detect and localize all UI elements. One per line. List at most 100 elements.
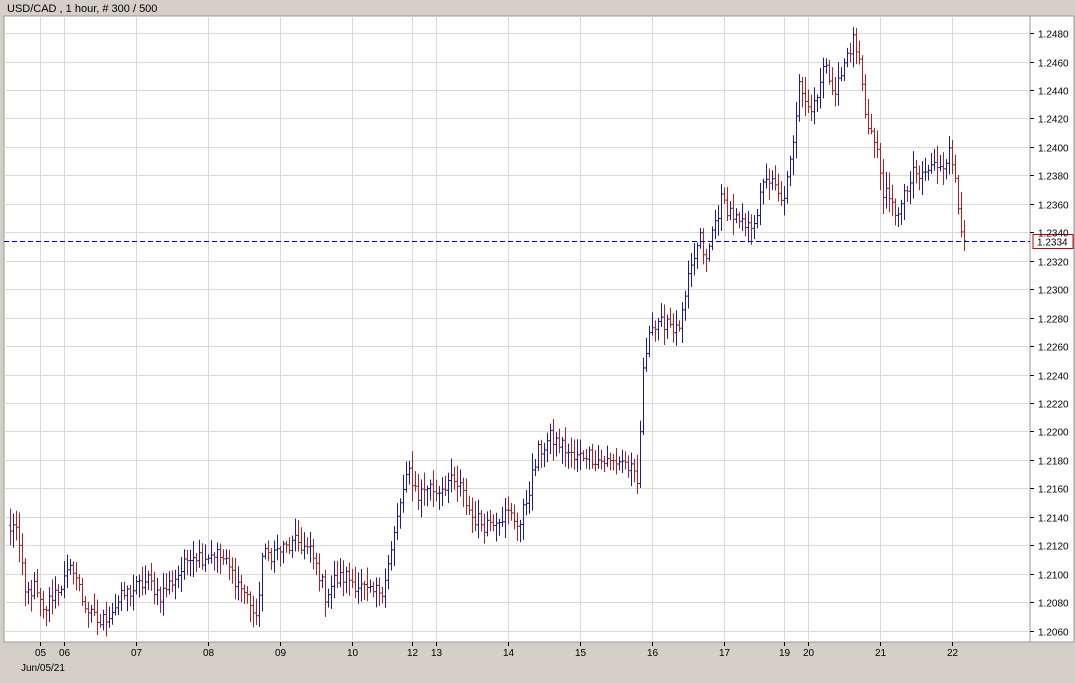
- ohlc-bar: [480, 509, 483, 532]
- ohlc-bar: [273, 540, 276, 573]
- price-axis: 1.2060 1.2080 1.2100 1.2120 1.2140 1.2160 1.21…: [1030, 30, 1069, 639]
- ohlc-bar: [528, 481, 531, 514]
- ohlc-bar: [570, 437, 573, 468]
- x-tick-label: 10: [347, 648, 359, 659]
- x-tick-label: 12: [407, 648, 419, 659]
- ohlc-bar: [900, 199, 903, 225]
- ohlc-bar: [558, 428, 561, 454]
- ohlc-bar: [21, 533, 24, 576]
- ohlc-bar: [588, 446, 591, 470]
- ohlc-bar: [279, 545, 282, 567]
- ohlc-bar: [294, 518, 297, 552]
- ohlc-bar: [225, 549, 228, 565]
- ohlc-bar: [909, 171, 912, 205]
- ohlc-bar: [150, 562, 153, 591]
- y-tick-label: 1.2080: [1038, 599, 1069, 610]
- ohlc-bar: [117, 595, 120, 616]
- ohlc-bar: [963, 220, 966, 252]
- ohlc-bar: [198, 539, 201, 568]
- ohlc-bar: [627, 455, 630, 478]
- ohlc-bar: [15, 510, 18, 541]
- ohlc-bar: [432, 470, 435, 508]
- ohlc-bar: [435, 479, 438, 502]
- ohlc-bar: [807, 89, 810, 113]
- ohlc-bar: [795, 101, 798, 159]
- ohlc-bar: [780, 181, 783, 206]
- y-tick-label: 1.2420: [1038, 115, 1069, 126]
- ohlc-bar: [735, 208, 738, 224]
- ohlc-bar: [774, 165, 777, 191]
- ohlc-bar: [126, 585, 129, 612]
- ohlc-bar: [360, 569, 363, 602]
- ohlc-bar: [258, 581, 261, 627]
- ohlc-bar: [318, 553, 321, 592]
- ohlc-bar: [720, 184, 723, 231]
- ohlc-bar: [729, 201, 732, 221]
- ohlc-bar: [660, 303, 663, 327]
- x-tick-label: 20: [803, 648, 815, 659]
- ohlc-bar: [882, 159, 885, 215]
- ohlc-bar: [678, 320, 681, 332]
- ohlc-bar: [72, 561, 75, 585]
- ohlc-bar: [858, 40, 861, 65]
- ohlc-bar: [690, 252, 693, 288]
- ohlc-bar: [840, 67, 843, 82]
- ohlc-bar: [594, 450, 597, 472]
- ohlc-bar: [162, 572, 165, 616]
- ohlc-bar: [426, 485, 429, 507]
- ohlc-bar: [768, 168, 771, 200]
- ohlc-bar: [42, 590, 45, 619]
- ohlc-bar: [864, 74, 867, 119]
- ohlc-bar: [465, 478, 468, 516]
- ohlc-bar: [210, 540, 213, 564]
- ohlc-bar: [522, 498, 525, 540]
- grid-lines: [4, 16, 1030, 642]
- ohlc-bar: [624, 451, 627, 470]
- ohlc-bar: [777, 173, 780, 202]
- x-tick-label: 07: [131, 648, 143, 659]
- ohlc-bar: [243, 584, 246, 604]
- ohlc-bar: [399, 498, 402, 529]
- ohlc-bar: [927, 164, 930, 181]
- ohlc-bar: [783, 185, 786, 216]
- ohlc-bar: [636, 454, 639, 495]
- ohlc-bar: [48, 587, 51, 622]
- ohlc-bar: [546, 432, 549, 463]
- ohlc-bar: [501, 506, 504, 527]
- ohlc-bar: [957, 174, 960, 215]
- ohlc-bar: [246, 585, 249, 604]
- ohlc-bar: [132, 574, 135, 611]
- ohlc-bar: [672, 313, 675, 343]
- time-axis: 05 06 07 08 09 10 12 13 14 15 16 17 19 20 21 22: [35, 642, 958, 659]
- y-tick-label: 1.2160: [1038, 485, 1069, 496]
- ohlc-bar: [621, 449, 624, 474]
- ohlc-bar: [459, 469, 462, 497]
- ohlc-bar: [747, 210, 750, 243]
- ohlc-bar: [90, 604, 93, 623]
- ohlc-bar: [888, 172, 891, 213]
- ohlc-bar: [309, 532, 312, 563]
- ohlc-bar: [159, 586, 162, 613]
- ohlc-bar: [414, 471, 417, 492]
- ohlc-bar: [333, 560, 336, 599]
- ohlc-bar: [417, 473, 420, 510]
- ohlc-bar: [78, 574, 81, 592]
- ohlc-bar: [267, 540, 270, 561]
- y-tick-label: 1.2300: [1038, 286, 1069, 297]
- ohlc-bar: [750, 214, 753, 245]
- ohlc-bar: [468, 495, 471, 515]
- x-tick-label: 19: [779, 648, 791, 659]
- ohlc-bar: [390, 541, 393, 571]
- chart-title: USD/CAD , 1 hour, # 300 / 500: [7, 3, 157, 15]
- ohlc-bar: [102, 609, 105, 631]
- ohlc-bar: [579, 439, 582, 471]
- ohlc-bar: [111, 602, 114, 625]
- ohlc-bar: [573, 439, 576, 470]
- ohlc-bar: [57, 584, 60, 606]
- ohlc-bar: [945, 159, 948, 180]
- ohlc-bar: [639, 420, 642, 488]
- y-tick-label: 1.2440: [1038, 87, 1069, 98]
- y-tick-label: 1.2100: [1038, 571, 1069, 582]
- ohlc-bar: [483, 513, 486, 544]
